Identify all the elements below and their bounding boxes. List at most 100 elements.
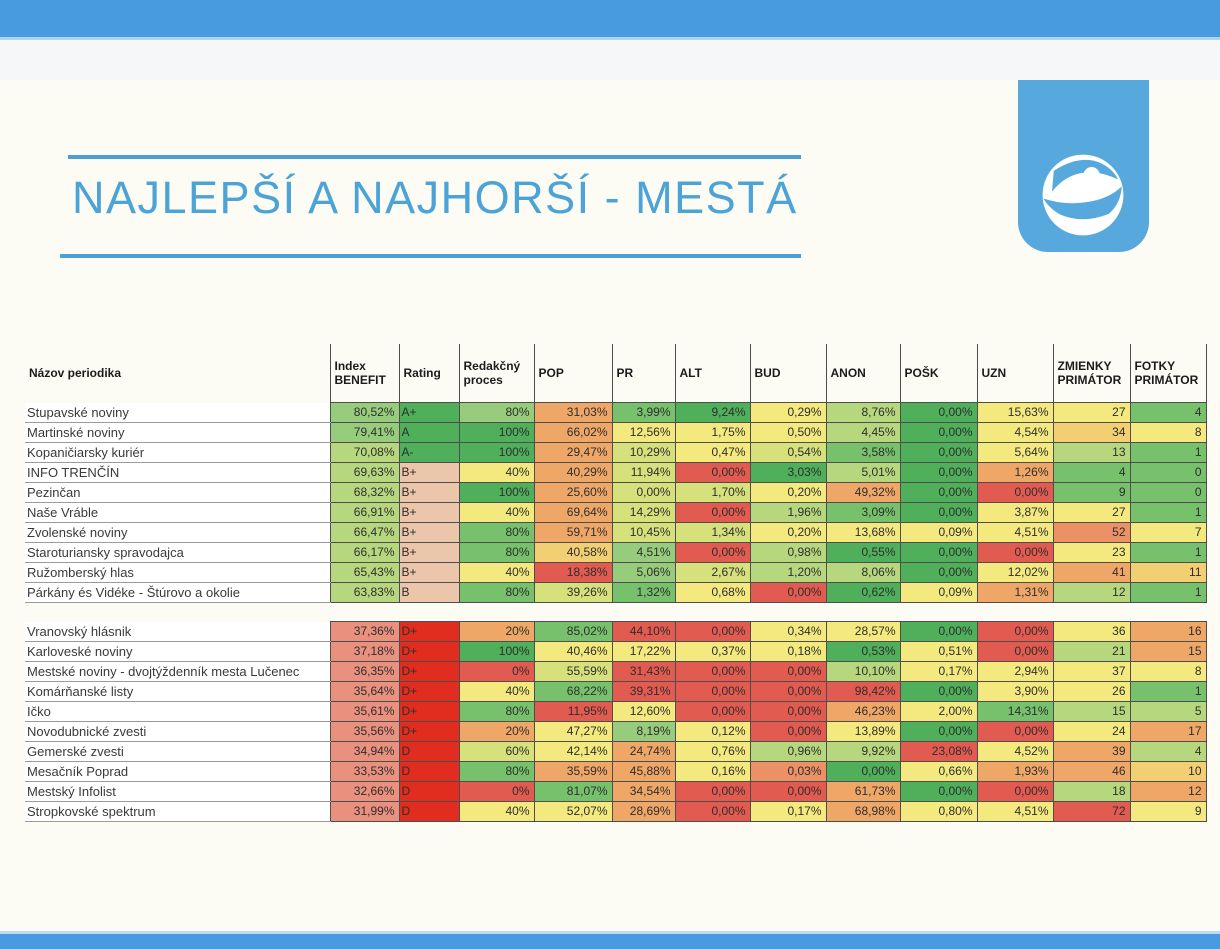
value-cell: 1 [1129,502,1207,523]
value-cell: 4,51% [976,801,1054,822]
value-cell: 2,94% [976,661,1054,682]
value-cell: 46 [1052,761,1131,782]
value-cell: 63,83% [329,582,400,603]
value-cell: 5 [1129,701,1207,722]
value-cell: 16 [1129,621,1207,642]
value-cell: 0,00% [899,681,978,702]
rating-cell: B+ [398,542,460,563]
periodical-name: Karloveské noviny [25,641,330,662]
value-cell: 46,23% [825,701,901,722]
rating-cell: B+ [398,482,460,503]
bottom-bar [0,931,1220,949]
value-cell: 0,47% [674,442,751,463]
value-cell: 0,34% [749,621,827,642]
value-cell: 68,98% [825,801,901,822]
value-cell: 0,76% [674,741,751,762]
value-cell: 20% [458,621,535,642]
value-cell: 10,45% [611,522,676,543]
value-cell: 31,43% [611,661,676,682]
value-cell: 4,51% [976,522,1054,543]
value-cell: 4,52% [976,741,1054,762]
value-cell: 35,56% [329,721,400,742]
value-cell: 26 [1052,681,1131,702]
periodical-name: Naše Vráble [25,502,330,523]
page-title: NAJLEPŠÍ A NAJHORŠÍ - MESTÁ [72,172,798,223]
table-row: Komárňanské listy 35,64% D+ 40% 68,22% 39,31%… [25,681,1207,702]
value-cell: 0,00% [976,641,1054,662]
title-rule-bottom [60,254,801,258]
value-cell: 0,00% [976,781,1054,802]
periodical-name: Vranovský hlásnik [25,621,330,642]
table-row: Mestský Infolist 32,66% D 0% 81,07% 34,54% 0,0… [25,781,1207,802]
value-cell: 0,18% [749,641,827,662]
value-cell: 34,54% [611,781,676,802]
value-cell: 47,27% [533,721,613,742]
value-cell: 98,42% [825,681,901,702]
column-header-bud: BUD [749,344,826,405]
value-cell: 0,00% [899,721,978,742]
column-header-redakcny: Redakčný proces [458,344,534,405]
value-cell: 0% [458,781,535,802]
column-header-uzn: UZN [976,344,1053,405]
table-row: Staroturiansky spravodajca 66,17% B+ 80% 40,… [25,542,1207,563]
table-row: INFO TRENČÍN 69,63% B+ 40% 40,29% 11,94% 0,00%… [25,462,1207,483]
value-cell: 4,54% [976,422,1054,443]
value-cell: 40% [458,562,535,583]
column-header-alt: ALT [674,344,750,405]
value-cell: 8,19% [611,721,676,742]
value-cell: 10 [1129,761,1207,782]
value-cell: 0,00% [899,502,978,523]
value-cell: 0,00% [674,781,751,802]
value-cell: 27 [1052,502,1131,523]
value-cell: 3,99% [611,402,676,423]
table-header: Názov periodika Index BENEFIT Rating Red… [25,344,1207,405]
value-cell: 27 [1052,402,1131,423]
column-header-anon: ANON [825,344,900,405]
value-cell: 0,00% [674,542,751,563]
value-cell: 0,00% [749,701,827,722]
value-cell: 13,68% [825,522,901,543]
periodical-name: Zvolenské noviny [25,522,330,543]
value-cell: 44,10% [611,621,676,642]
value-cell: 40% [458,462,535,483]
value-cell: 52 [1052,522,1131,543]
value-cell: 1 [1129,681,1207,702]
value-cell: 0,00% [674,701,751,722]
value-cell: 0,53% [825,641,901,662]
value-cell: 0,80% [899,801,978,822]
value-cell: 80% [458,701,535,722]
value-cell: 0 [1129,462,1207,483]
value-cell: 0,00% [976,721,1054,742]
value-cell: 25,60% [533,482,613,503]
rating-cell: B [398,582,460,603]
value-cell: 85,02% [533,621,613,642]
logo-block [1018,80,1149,252]
value-cell: 0,00% [674,502,751,523]
table-row: Stupavské noviny 80,52% A+ 80% 31,03% 3,99% 9,… [25,402,1207,423]
value-cell: 4,45% [825,422,901,443]
periodical-name: Mestské noviny - dvojtýždenník mesta Luč… [25,661,330,682]
value-cell: 8 [1129,422,1207,443]
value-cell: 1 [1129,542,1207,563]
rating-cell: A [398,422,460,443]
value-cell: 1,20% [749,562,827,583]
periodical-name: Stropkovské spektrum [25,801,330,822]
rating-cell: D+ [398,661,460,682]
value-cell: 59,71% [533,522,613,543]
title-rule-top [68,155,801,159]
value-cell: 33,53% [329,761,400,782]
value-cell: 1 [1129,582,1207,603]
value-cell: 68,32% [329,482,400,503]
value-cell: 0,00% [899,562,978,583]
value-cell: 15,63% [976,402,1054,423]
table-row: Mesačník Poprad 33,53% D 80% 35,59% 45,88% 0,1… [25,761,1207,782]
value-cell: 0,09% [899,582,978,603]
value-cell: 29,47% [533,442,613,463]
column-header-fotky: FOTKY PRIMÁTOR [1129,344,1207,405]
value-cell: 0,00% [825,761,901,782]
value-cell: 5,64% [976,442,1054,463]
value-cell: 66,17% [329,542,400,563]
value-cell: 24 [1052,721,1131,742]
top-bar [0,0,1220,40]
